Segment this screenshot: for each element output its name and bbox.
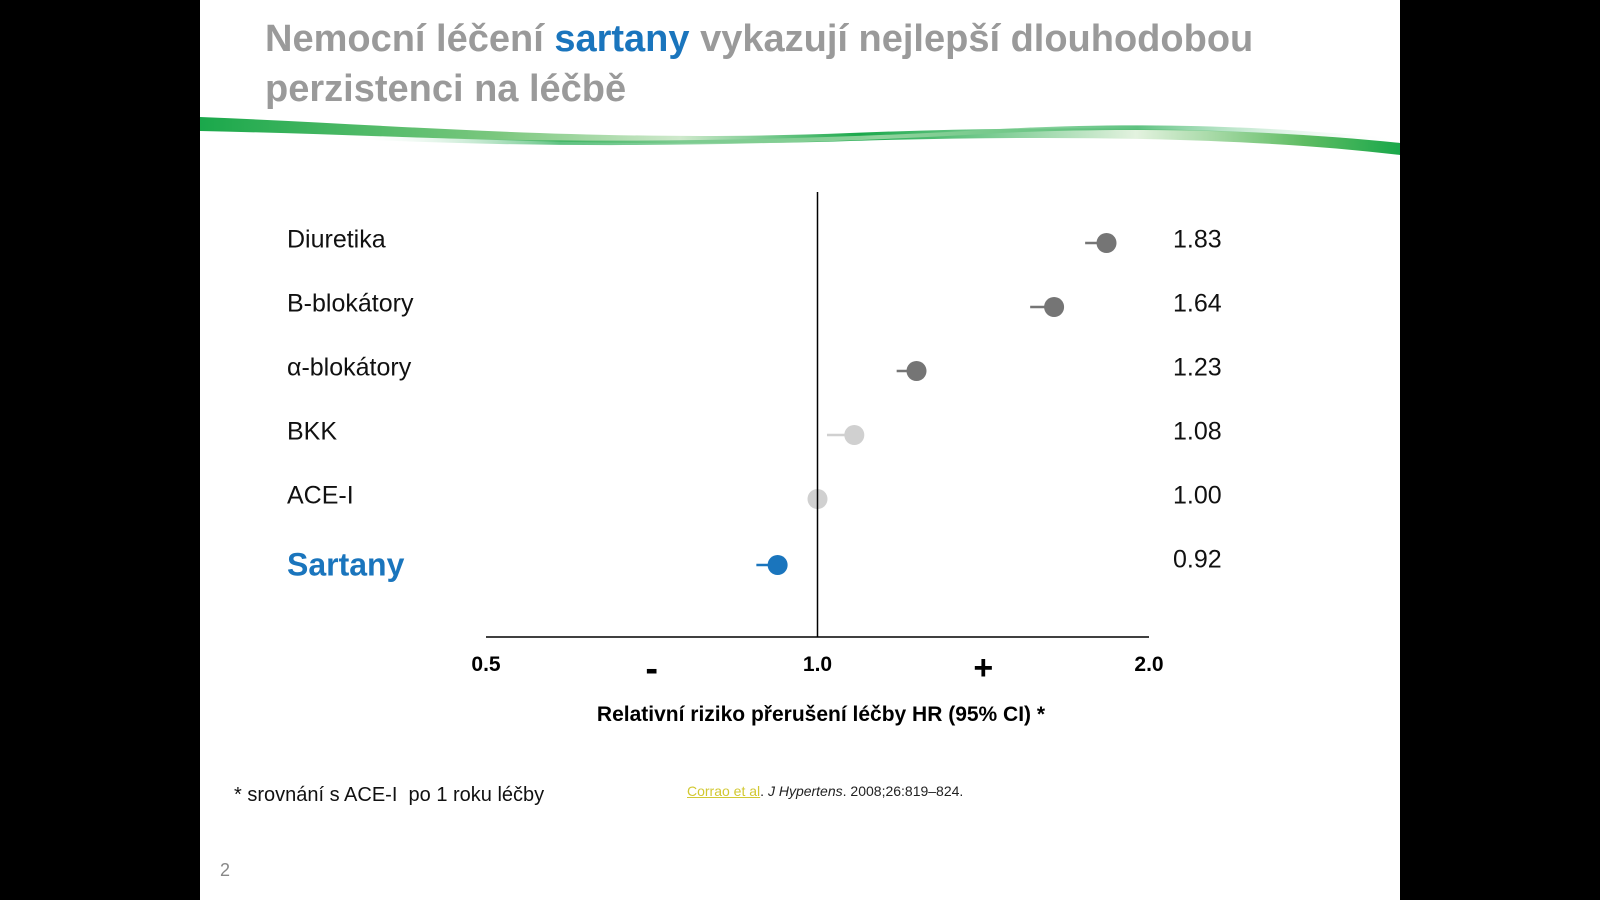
slide-title: Nemocní léčení sartany vykazují nejlepší… bbox=[265, 14, 1265, 114]
value-label: 1.64 bbox=[1173, 290, 1222, 318]
value-label: 1.83 bbox=[1173, 226, 1222, 254]
minus-sign: - bbox=[645, 648, 658, 690]
title-text-end: vykazují nejlepší dlouhodobou perzistenc… bbox=[265, 18, 1254, 110]
data-point bbox=[1044, 297, 1065, 317]
category-label: Β-blokátory bbox=[287, 290, 414, 318]
x-axis-label: Relativní riziko přerušení léčby HR (95%… bbox=[597, 703, 1046, 726]
data-point bbox=[1096, 233, 1117, 253]
forest-plot: Diuretika 1.83 Β-blokátory 1.64 α-blokátory 1… bbox=[287, 192, 1222, 726]
value-label: 1.00 bbox=[1173, 482, 1222, 510]
data-point bbox=[906, 361, 927, 381]
citation-link[interactable]: Corrao et al bbox=[687, 783, 761, 799]
data-point bbox=[767, 555, 788, 575]
title-highlight: sartany bbox=[554, 18, 690, 60]
category-label: ACE-I bbox=[287, 482, 354, 510]
citation-separator: . bbox=[760, 783, 768, 799]
value-label: 1.08 bbox=[1173, 418, 1222, 446]
category-label: BKK bbox=[287, 418, 337, 446]
decorative-green-wave bbox=[200, 117, 1400, 155]
value-label: 0.92 bbox=[1173, 546, 1222, 574]
x-tick-label: 2.0 bbox=[1134, 653, 1163, 676]
footnote: * srovnání s ACE-I po 1 roku léčby bbox=[234, 784, 545, 806]
slide: Nemocní léčení sartany vykazují nejlepší… bbox=[200, 0, 1400, 900]
value-label: 1.23 bbox=[1173, 354, 1222, 382]
x-tick-label: 1.0 bbox=[803, 653, 832, 676]
data-point bbox=[844, 425, 865, 445]
x-tick-label: 0.5 bbox=[471, 653, 501, 676]
citation-details: . 2008;26:819–824. bbox=[842, 783, 964, 799]
title-text-start: Nemocní léčení bbox=[265, 18, 555, 60]
category-label: Diuretika bbox=[287, 226, 386, 254]
plus-sign: + bbox=[973, 649, 993, 687]
citation: Corrao et al. J Hypertens. 2008;26:819–8… bbox=[687, 783, 963, 799]
category-label: α-blokátory bbox=[287, 354, 412, 382]
page-number: 2 bbox=[220, 860, 231, 880]
citation-journal: J Hypertens bbox=[767, 783, 843, 799]
category-label: Sartany bbox=[287, 546, 405, 582]
